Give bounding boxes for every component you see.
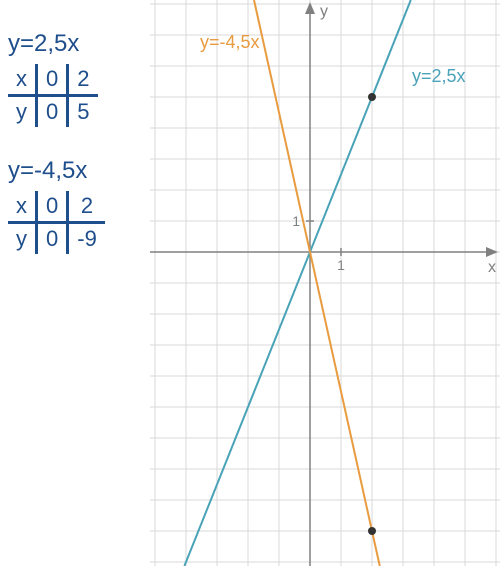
table-row: x 0 2	[8, 64, 98, 96]
table-row: y 0 -9	[8, 223, 105, 255]
equation-1: y=2,5x	[8, 30, 148, 58]
cell: 2	[68, 64, 98, 96]
table-row: x 0 2	[8, 191, 105, 223]
svg-text:x: x	[488, 259, 496, 276]
svg-text:y: y	[320, 3, 328, 20]
cell: -9	[68, 223, 105, 255]
table-2: x 0 2 y 0 -9	[8, 191, 105, 254]
cell: x	[8, 64, 37, 96]
svg-text:y=2,5x: y=2,5x	[412, 66, 466, 86]
svg-text:y=-4,5x: y=-4,5x	[200, 32, 260, 52]
cell: 0	[37, 191, 68, 223]
cell: 2	[68, 191, 105, 223]
table-row: y 0 5	[8, 96, 98, 128]
cell: 0	[37, 64, 68, 96]
equation-2: y=-4,5x	[8, 157, 148, 185]
table-1: x 0 2 y 0 5	[8, 64, 98, 127]
cell: 5	[68, 96, 98, 128]
svg-text:1: 1	[337, 257, 345, 273]
cell: 0	[37, 96, 68, 128]
cell: y	[8, 96, 37, 128]
chart: 1 1 x y y=2,5x y=-4,5x	[150, 0, 500, 566]
cell: x	[8, 191, 37, 223]
cell: y	[8, 223, 37, 255]
cell: 0	[37, 223, 68, 255]
svg-text:1: 1	[292, 213, 300, 229]
left-panel: y=2,5x x 0 2 y 0 5 y=-4,5x x 0 2 y 0 -9	[8, 30, 148, 284]
chart-svg: 1 1 x y y=2,5x y=-4,5x	[150, 0, 500, 566]
